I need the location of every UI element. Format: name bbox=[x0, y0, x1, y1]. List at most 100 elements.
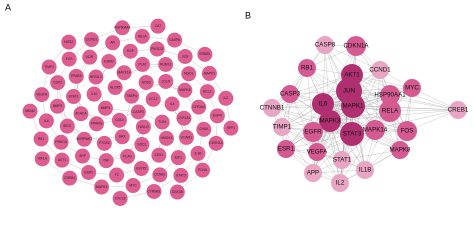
node bbox=[197, 46, 213, 62]
node-label: MAPK14 bbox=[118, 71, 131, 75]
node-label: HIF1A bbox=[38, 157, 48, 161]
node bbox=[130, 104, 146, 120]
node bbox=[303, 122, 323, 142]
node-label: IL4 bbox=[170, 102, 175, 106]
node-label: MAPK1 bbox=[343, 103, 365, 110]
node bbox=[133, 161, 149, 177]
node bbox=[181, 66, 197, 82]
node bbox=[83, 32, 99, 48]
node bbox=[98, 153, 114, 169]
node bbox=[208, 135, 224, 151]
node bbox=[201, 65, 217, 81]
edge bbox=[341, 110, 391, 161]
node-label: ESR1 bbox=[84, 170, 93, 174]
panel-label: B bbox=[245, 10, 251, 20]
node bbox=[34, 87, 50, 103]
node bbox=[277, 140, 295, 158]
node-label: CYP3A4 bbox=[192, 105, 205, 109]
node bbox=[263, 99, 281, 117]
node bbox=[191, 99, 207, 115]
node bbox=[59, 118, 75, 134]
node bbox=[38, 113, 54, 129]
node-label: CDKN1A bbox=[209, 141, 223, 145]
node-label: ERBB2 bbox=[199, 52, 210, 56]
node-label: EGFR bbox=[304, 129, 322, 136]
node-label: CCNB1 bbox=[154, 173, 165, 177]
node-label: CDK2 bbox=[53, 80, 62, 84]
node-label: CDKN1A bbox=[343, 43, 369, 50]
node bbox=[379, 100, 401, 122]
node bbox=[449, 101, 467, 119]
node bbox=[356, 161, 374, 179]
edge bbox=[351, 74, 408, 132]
node-label: CASP3 bbox=[280, 91, 301, 98]
node bbox=[341, 94, 365, 118]
node-label: CHUK bbox=[199, 127, 209, 131]
edge bbox=[329, 120, 401, 151]
node-label: ICAM1 bbox=[104, 59, 114, 63]
node bbox=[111, 112, 127, 128]
node bbox=[223, 120, 239, 136]
node bbox=[122, 43, 138, 59]
node-label: IL1B bbox=[359, 167, 372, 174]
edge bbox=[341, 149, 401, 161]
node-label: CASP8 bbox=[315, 42, 336, 49]
edge bbox=[324, 44, 381, 71]
node bbox=[134, 56, 150, 72]
node bbox=[298, 59, 316, 77]
node bbox=[308, 143, 326, 161]
node-label: NOS2 bbox=[64, 40, 73, 44]
node-label: RELA bbox=[382, 108, 399, 115]
node-label: BCL2 bbox=[203, 89, 211, 93]
node-label: ESR1 bbox=[278, 146, 295, 153]
node-label: MAPK1 bbox=[204, 71, 215, 75]
node bbox=[114, 129, 130, 145]
node-label: MMP1 bbox=[101, 106, 111, 110]
node bbox=[177, 82, 193, 98]
node bbox=[109, 167, 125, 183]
node bbox=[149, 41, 165, 57]
node bbox=[134, 28, 150, 44]
node bbox=[76, 131, 92, 147]
node-label: CXCL8 bbox=[115, 196, 126, 200]
node-label: CASP8 bbox=[169, 38, 180, 42]
node-label: MYC bbox=[405, 85, 419, 92]
node bbox=[403, 79, 421, 97]
node bbox=[145, 91, 161, 107]
node-label: PPARA bbox=[71, 74, 83, 78]
node-label: IGF1 bbox=[175, 156, 182, 160]
node bbox=[150, 18, 166, 34]
node bbox=[49, 98, 65, 114]
node bbox=[167, 32, 183, 48]
node-label: IL6 bbox=[319, 101, 328, 108]
edge bbox=[374, 69, 381, 131]
node-label: GSK3B bbox=[172, 190, 184, 194]
node bbox=[107, 80, 123, 96]
node-label: PTGS2 bbox=[99, 141, 110, 145]
node-label: PRKCA bbox=[55, 140, 67, 144]
node-label: CES1 bbox=[155, 153, 164, 157]
edge bbox=[389, 94, 459, 111]
node-label: MYC bbox=[129, 183, 137, 187]
node-label: FASLG bbox=[138, 125, 149, 129]
node-label: TLR4 bbox=[158, 120, 166, 124]
node bbox=[304, 164, 322, 182]
node bbox=[94, 179, 110, 195]
panel-label: A bbox=[5, 2, 11, 12]
node bbox=[195, 162, 211, 178]
node bbox=[62, 170, 78, 186]
node-label: FABP4 bbox=[126, 94, 136, 98]
node bbox=[176, 110, 192, 126]
node-label: BAX bbox=[119, 135, 126, 139]
node bbox=[68, 68, 84, 84]
node bbox=[96, 135, 112, 151]
node-label: MAPK3 bbox=[96, 185, 107, 189]
node bbox=[158, 130, 174, 146]
node-label: AKT1 bbox=[58, 158, 66, 162]
node bbox=[273, 118, 291, 136]
node bbox=[82, 49, 98, 65]
node-label: FOS bbox=[401, 128, 414, 135]
node bbox=[54, 152, 70, 168]
node bbox=[33, 131, 49, 147]
edge bbox=[271, 74, 353, 109]
